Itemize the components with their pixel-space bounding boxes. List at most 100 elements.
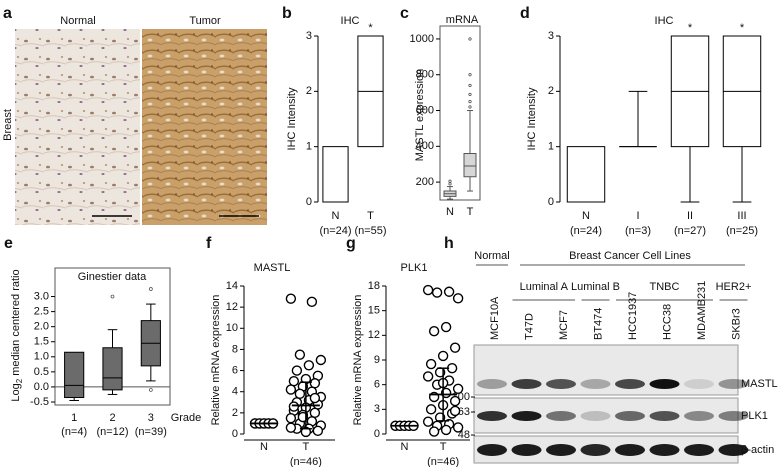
y-tick-label: 12 [226, 301, 238, 313]
band [580, 379, 611, 389]
lane-label: T47D [523, 313, 535, 340]
y-axis-label: IHC Intensity [286, 87, 298, 150]
y-tick-label: 2 [548, 85, 554, 97]
outlier [448, 182, 452, 186]
data-point [452, 293, 464, 304]
band [511, 411, 542, 421]
y-tick-label: 1.0 [34, 351, 49, 363]
y-tick-label: 6 [232, 364, 238, 376]
panel-label: d [520, 5, 530, 22]
data-point [437, 350, 449, 362]
data-point [425, 404, 437, 415]
n-label: (n=12) [96, 426, 128, 438]
lane-label: HCC1937 [627, 292, 639, 340]
band [580, 411, 611, 421]
protein-label: PLK1 [741, 410, 768, 422]
x-tick-label: T [303, 441, 310, 453]
chart-title: IHC [655, 15, 674, 27]
band [615, 411, 645, 421]
band [615, 444, 645, 456]
outlier [468, 73, 472, 77]
data-point [449, 342, 461, 353]
y-tick-label: 0 [232, 428, 238, 440]
data-point [288, 375, 300, 387]
y-axis-label: Relative mRNA expression [352, 295, 364, 426]
panel-f: f MASTL Relative mRNA expression 0 2 4 6 8 10 12 1… [206, 235, 335, 467]
lane-label: MCF7 [558, 310, 570, 340]
y-tick-label: 1 [548, 141, 554, 153]
x-tick-label: T [467, 206, 474, 218]
x-tick-label: N [260, 441, 268, 453]
x-tick-label: 2 [109, 412, 115, 424]
outlier [468, 100, 472, 104]
n-label: (n=24) [570, 225, 602, 237]
data-point [285, 293, 297, 304]
y-tick-label: 2 [306, 85, 312, 97]
panel-label: f [206, 235, 212, 252]
lane-label: BT474 [592, 308, 604, 340]
blot-title: Breast Cancer Cell Lines [569, 250, 691, 262]
x-tick-label: T [440, 441, 447, 453]
outlier [468, 92, 472, 96]
band [477, 444, 507, 456]
column-label: Normal [60, 15, 95, 27]
x-tick-label: II [687, 210, 693, 222]
band [477, 411, 507, 421]
panel-label: c [400, 5, 409, 22]
data-point [312, 425, 324, 437]
band [649, 379, 680, 389]
data-point [303, 360, 315, 371]
y-tick-label: 2 [232, 407, 238, 419]
band [511, 444, 542, 456]
panel-label: e [4, 235, 13, 252]
normal-image [15, 29, 140, 225]
y-tick-label: 600 [416, 104, 434, 116]
band [718, 411, 749, 421]
y-tick-label: 14 [226, 280, 238, 292]
y-tick-label: -0.5 [30, 396, 49, 408]
data-point [422, 416, 434, 427]
band [684, 379, 714, 389]
significance: * [368, 22, 373, 34]
band [580, 444, 611, 456]
box [64, 351, 85, 398]
x-tick-label: N [446, 206, 454, 218]
marker-label: 63 [458, 406, 470, 418]
band [649, 444, 680, 456]
data-point [440, 321, 452, 333]
y-tick-label: 1 [306, 141, 312, 153]
data-point [285, 412, 297, 424]
x-tick-label: T [367, 210, 374, 222]
subtype-label: HER2+ [716, 281, 752, 293]
x-tick-label: 3 [148, 412, 154, 424]
data-point [306, 296, 318, 308]
panel-b: b IHC IHC Intensity 0 1 2 3 N (n=24) T (n=55) * [282, 5, 387, 237]
box [463, 152, 477, 178]
panel-h: h Normal Breast Cancer Cell Lines Luminal A… [444, 235, 778, 464]
lane-label: SKBr3 [730, 308, 742, 340]
outlier [110, 294, 115, 299]
y-tick-label: 9 [374, 354, 380, 366]
lane-label: MDAMB231 [696, 281, 708, 340]
y-tick-label: 6 [374, 379, 380, 391]
panel-c: c mRNA MASTL expression 200 400 600 800 1000 N T [400, 5, 481, 218]
data-point [294, 349, 306, 360]
y-tick-label: 2.5 [34, 306, 49, 318]
y-tick-label: 0.5 [34, 366, 49, 378]
panel-label: a [3, 5, 12, 22]
panel-label: g [346, 235, 356, 252]
outlier [448, 179, 452, 183]
y-tick-label: 1000 [410, 33, 434, 45]
outlier [468, 83, 472, 88]
data-point [425, 358, 437, 370]
band [649, 411, 680, 421]
data-point [431, 287, 443, 298]
y-tick-label: 3 [374, 403, 380, 415]
subtype-label: TNBC [650, 281, 680, 293]
y-label-base: Log [10, 383, 22, 401]
data-point [291, 365, 303, 376]
band [718, 444, 749, 456]
x-tick-label: III [737, 210, 746, 222]
